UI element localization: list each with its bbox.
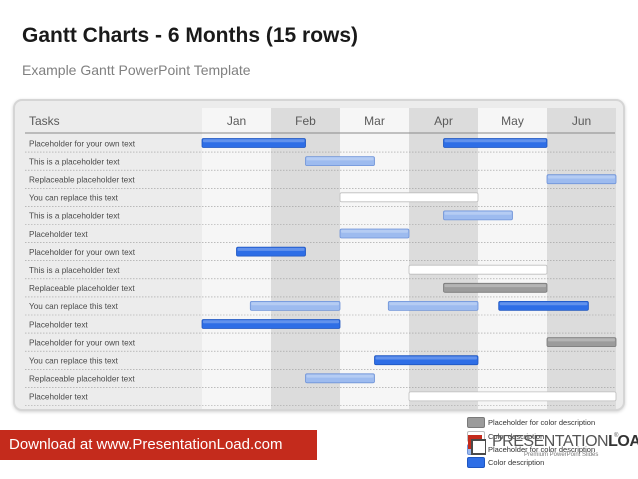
gantt-bar <box>498 300 589 311</box>
gantt-bar <box>546 337 617 348</box>
gantt-bar-highlight <box>203 320 339 324</box>
gantt-bar <box>387 300 479 311</box>
task-label: You can replace this text <box>29 302 119 311</box>
gantt-bar <box>305 373 375 384</box>
logo-brand: PRESENTATIONLOAD <box>492 433 638 450</box>
legend-label: Color description <box>488 432 545 441</box>
gantt-bar <box>201 138 306 148</box>
gantt-bar-highlight <box>389 302 477 306</box>
gantt-bar <box>201 319 341 329</box>
task-label: Replaceable placeholder text <box>29 175 135 184</box>
page-title: Gantt Charts - 6 Months (15 rows) <box>22 24 359 47</box>
month-label: Mar <box>364 114 385 128</box>
task-label: Placeholder text <box>29 230 88 239</box>
month-label: Feb <box>295 114 316 128</box>
gantt-chart-frame: Tasks Jan Feb Mar Apr May Jun Placeholder for y… <box>13 99 625 411</box>
task-label: This is a placeholder text <box>29 266 120 275</box>
gantt-bar <box>339 228 410 239</box>
gantt-bar <box>374 355 479 366</box>
logo-tagline: Premium PowerPoint Slides <box>524 452 599 458</box>
logo-mark-icon <box>468 435 486 455</box>
gantt-bar-highlight <box>341 193 477 197</box>
legend-label: Placeholder for color description <box>488 418 596 427</box>
gantt-bar <box>443 138 548 148</box>
task-label: You can replace this text <box>29 356 119 365</box>
task-label: This is a placeholder text <box>29 212 120 221</box>
task-label: Placeholder text <box>29 320 88 329</box>
legend-label: Placeholder for color description <box>488 445 596 454</box>
gantt-bar <box>443 210 513 221</box>
task-label: Placeholder for your own text <box>29 139 136 148</box>
gantt-bar <box>546 174 617 185</box>
month-column-bg <box>547 108 616 409</box>
gantt-bar <box>305 156 375 166</box>
gantt-bar-highlight <box>410 392 615 396</box>
gantt-bar <box>236 246 306 257</box>
legend-label: Color description <box>488 458 545 467</box>
month-label: Apr <box>434 114 453 128</box>
gantt-bar <box>443 282 548 293</box>
month-label: Jun <box>572 114 591 128</box>
gantt-bar-highlight <box>341 229 408 233</box>
month-label: May <box>501 114 524 128</box>
page-subtitle: Example Gantt PowerPoint Template <box>22 62 251 78</box>
gantt-bar-highlight <box>375 356 477 360</box>
task-label: This is a placeholder text <box>29 157 120 166</box>
task-label: Placeholder for your own text <box>29 248 136 257</box>
gantt-bar-highlight <box>410 266 546 269</box>
gantt-bar-highlight <box>251 302 339 306</box>
gantt-bar-highlight <box>548 338 615 342</box>
gantt-bar <box>408 264 548 275</box>
task-label: Placeholder for your own text <box>29 338 136 347</box>
gantt-bar <box>408 391 617 402</box>
gantt-bar-highlight <box>237 247 305 251</box>
gantt-bar <box>249 300 341 311</box>
gantt-bar-highlight <box>203 139 305 143</box>
month-column-bg <box>478 108 547 409</box>
legend-swatch <box>467 457 485 468</box>
tasks-header: Tasks <box>29 114 60 128</box>
task-label: Placeholder text <box>29 393 88 402</box>
gantt-chart: Tasks Jan Feb Mar Apr May Jun Placeholder for y… <box>25 108 617 409</box>
legend-item: Placeholder for color description <box>467 417 596 428</box>
legend-swatch <box>467 417 485 428</box>
gantt-bar-highlight <box>499 302 588 306</box>
gantt-bar-highlight <box>444 284 546 288</box>
task-label: Replaceable placeholder text <box>29 375 135 384</box>
gantt-bar-highlight <box>306 157 374 161</box>
registered-mark-icon: ® <box>614 433 619 439</box>
month-column-bg <box>271 108 340 409</box>
gantt-bar-highlight <box>444 211 512 215</box>
gantt-bar-highlight <box>444 139 546 143</box>
legend-item: Color description <box>467 457 545 468</box>
task-label: You can replace this text <box>29 194 119 203</box>
download-banner[interactable]: Download at www.PresentationLoad.com <box>0 430 317 460</box>
gantt-bar-highlight <box>548 175 615 179</box>
gantt-bar-highlight <box>306 374 374 378</box>
month-column-bg <box>202 108 271 409</box>
gantt-bar <box>339 192 479 203</box>
month-label: Jan <box>227 114 246 128</box>
task-label: Replaceable placeholder text <box>29 284 135 293</box>
presentationload-logo: PRESENTATIONLOAD ® Premium PowerPoint Sl… <box>466 431 638 461</box>
